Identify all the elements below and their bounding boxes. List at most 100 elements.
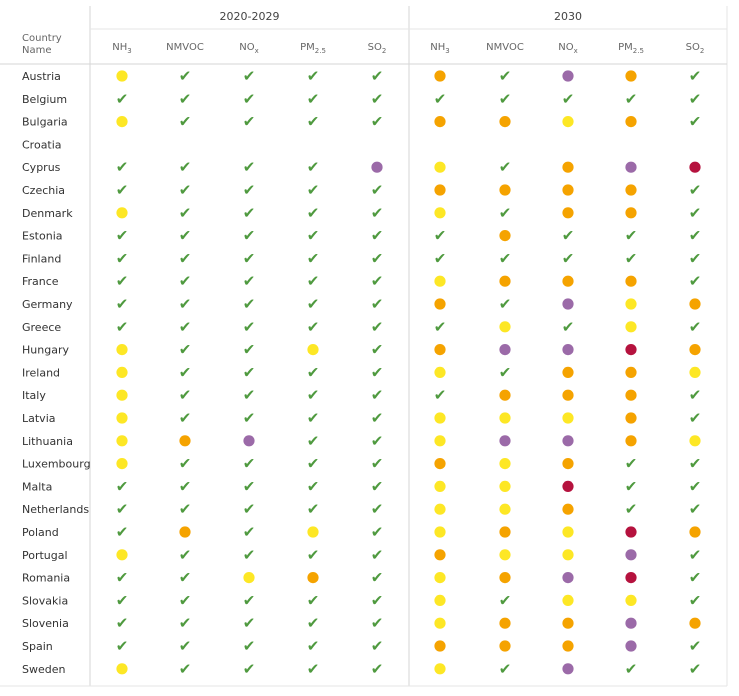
cell-france-nh3-2030-yellow-dot — [434, 275, 446, 287]
cell-malta-nh3-2020-2029-check-icon: ✔ — [116, 477, 129, 495]
cell-lithuania-nox-2030-purple-dot — [562, 435, 574, 447]
cell-luxembourg-pm2-5-2020-2029-check-icon: ✔ — [307, 455, 320, 473]
cell-ireland-nh3-2020-2029-yellow-dot — [116, 366, 128, 378]
cell-france-nh3-2020-2029-check-icon: ✔ — [116, 272, 129, 290]
cell-finland-nmvoc-2020-2029-check-icon: ✔ — [179, 249, 192, 267]
row-label-luxembourg: Luxembourg — [22, 458, 91, 471]
column-header-nox-2030: NOx — [558, 42, 578, 55]
cell-netherlands-pm2-5-2030-check-icon: ✔ — [625, 500, 638, 518]
cell-bulgaria-pm2-5-2020-2029-check-icon: ✔ — [307, 113, 320, 131]
cell-cyprus-so2-2030-crimson-dot — [689, 161, 701, 173]
cell-cyprus-nmvoc-2030-check-icon: ✔ — [499, 158, 512, 176]
cell-ireland-nmvoc-2020-2029-check-icon: ✔ — [179, 363, 192, 381]
cell-germany-nmvoc-2020-2029-check-icon: ✔ — [179, 295, 192, 313]
cell-hungary-nmvoc-2030-purple-dot — [499, 344, 511, 356]
cell-cyprus-nh3-2030-yellow-dot — [434, 161, 446, 173]
cell-bulgaria-nh3-2020-2029-yellow-dot — [116, 116, 128, 128]
cell-latvia-nox-2020-2029-check-icon: ✔ — [243, 409, 256, 427]
cell-czechia-nmvoc-2020-2029-check-icon: ✔ — [179, 181, 192, 199]
cell-hungary-so2-2030-orange-dot — [689, 344, 701, 356]
cell-lithuania-nh3-2020-2029-yellow-dot — [116, 435, 128, 447]
cell-spain-nox-2020-2029-check-icon: ✔ — [243, 637, 256, 655]
group-header-2020-2029: 2020-2029 — [220, 10, 280, 23]
cell-estonia-nmvoc-2030-orange-dot — [499, 230, 511, 242]
cell-bulgaria-so2-2030-check-icon: ✔ — [689, 113, 702, 131]
cell-hungary-nox-2030-purple-dot — [562, 344, 574, 356]
cell-sweden-nh3-2030-yellow-dot — [434, 663, 446, 675]
cell-italy-nmvoc-2020-2029-check-icon: ✔ — [179, 386, 192, 404]
cell-lithuania-pm2-5-2030-orange-dot — [625, 435, 637, 447]
cell-romania-pm2-5-2030-crimson-dot — [625, 572, 637, 584]
cell-italy-pm2-5-2030-orange-dot — [625, 389, 637, 401]
cell-germany-so2-2030-orange-dot — [689, 298, 701, 310]
row-label-czechia: Czechia — [22, 184, 65, 197]
cell-denmark-nox-2020-2029-check-icon: ✔ — [243, 204, 256, 222]
cell-bulgaria-nmvoc-2020-2029-check-icon: ✔ — [179, 113, 192, 131]
cell-germany-so2-2020-2029-check-icon: ✔ — [371, 295, 384, 313]
cell-poland-so2-2030-orange-dot — [689, 526, 701, 538]
cell-greece-nox-2020-2029-check-icon: ✔ — [243, 318, 256, 336]
cell-belgium-pm2-5-2020-2029-check-icon: ✔ — [307, 90, 320, 108]
corner-label-line: Country — [22, 33, 62, 44]
cell-cyprus-nox-2030-orange-dot — [562, 161, 574, 173]
cell-sweden-nmvoc-2030-check-icon: ✔ — [499, 660, 512, 678]
cell-portugal-nox-2020-2029-check-icon: ✔ — [243, 546, 256, 564]
cell-greece-so2-2030-check-icon: ✔ — [689, 318, 702, 336]
cell-greece-nmvoc-2030-yellow-dot — [499, 321, 511, 333]
cell-latvia-nh3-2020-2029-yellow-dot — [116, 412, 128, 424]
cell-france-pm2-5-2020-2029-check-icon: ✔ — [307, 272, 320, 290]
cell-estonia-pm2-5-2020-2029-check-icon: ✔ — [307, 227, 320, 245]
cell-slovenia-nox-2020-2029-check-icon: ✔ — [243, 614, 256, 632]
cell-luxembourg-nmvoc-2020-2029-check-icon: ✔ — [179, 455, 192, 473]
cell-belgium-nmvoc-2030-check-icon: ✔ — [499, 90, 512, 108]
cell-italy-pm2-5-2020-2029-check-icon: ✔ — [307, 386, 320, 404]
cell-romania-nmvoc-2030-orange-dot — [499, 572, 511, 584]
cell-romania-so2-2030-check-icon: ✔ — [689, 569, 702, 587]
cell-malta-so2-2020-2029-check-icon: ✔ — [371, 477, 384, 495]
cell-luxembourg-nox-2030-orange-dot — [562, 458, 574, 470]
row-label-portugal: Portugal — [22, 549, 68, 562]
cell-portugal-pm2-5-2020-2029-check-icon: ✔ — [307, 546, 320, 564]
cell-slovakia-pm2-5-2020-2029-check-icon: ✔ — [307, 591, 320, 609]
cell-slovenia-nh3-2020-2029-check-icon: ✔ — [116, 614, 129, 632]
cell-greece-nh3-2030-check-icon: ✔ — [434, 318, 447, 336]
cell-malta-nox-2030-crimson-dot — [562, 480, 574, 492]
cell-latvia-nh3-2030-yellow-dot — [434, 412, 446, 424]
cell-estonia-nh3-2030-check-icon: ✔ — [434, 227, 447, 245]
cell-hungary-pm2-5-2020-2029-yellow-dot — [307, 344, 319, 356]
cell-denmark-pm2-5-2020-2029-check-icon: ✔ — [307, 204, 320, 222]
cell-germany-nh3-2030-orange-dot — [434, 298, 446, 310]
cell-slovenia-pm2-5-2030-purple-dot — [625, 617, 637, 629]
column-header-nmvoc-2030: NMVOC — [486, 42, 524, 53]
cell-greece-pm2-5-2020-2029-check-icon: ✔ — [307, 318, 320, 336]
cell-poland-pm2-5-2030-crimson-dot — [625, 526, 637, 538]
cell-spain-nh3-2030-orange-dot — [434, 640, 446, 652]
cell-spain-nh3-2020-2029-check-icon: ✔ — [116, 637, 129, 655]
cell-belgium-nox-2030-check-icon: ✔ — [562, 90, 575, 108]
row-label-austria: Austria — [22, 70, 61, 83]
cell-finland-nh3-2030-check-icon: ✔ — [434, 249, 447, 267]
cell-denmark-nox-2030-orange-dot — [562, 207, 574, 219]
row-label-france: France — [22, 275, 59, 288]
cell-portugal-nox-2030-yellow-dot — [562, 549, 574, 561]
cell-romania-nox-2030-purple-dot — [562, 572, 574, 584]
cell-slovenia-so2-2020-2029-check-icon: ✔ — [371, 614, 384, 632]
cell-portugal-nh3-2030-orange-dot — [434, 549, 446, 561]
cell-austria-pm2-5-2030-orange-dot — [625, 70, 637, 82]
cell-malta-nh3-2030-yellow-dot — [434, 480, 446, 492]
row-label-hungary: Hungary — [22, 344, 69, 357]
cell-ireland-nmvoc-2030-check-icon: ✔ — [499, 363, 512, 381]
cell-hungary-nh3-2020-2029-yellow-dot — [116, 344, 128, 356]
cell-slovenia-nmvoc-2030-orange-dot — [499, 617, 511, 629]
cell-finland-nox-2020-2029-check-icon: ✔ — [243, 249, 256, 267]
cell-germany-nh3-2020-2029-check-icon: ✔ — [116, 295, 129, 313]
cell-slovakia-nmvoc-2020-2029-check-icon: ✔ — [179, 591, 192, 609]
cell-portugal-nmvoc-2020-2029-check-icon: ✔ — [179, 546, 192, 564]
cell-germany-pm2-5-2030-yellow-dot — [625, 298, 637, 310]
cell-estonia-nox-2030-check-icon: ✔ — [562, 227, 575, 245]
cell-czechia-nox-2020-2029-check-icon: ✔ — [243, 181, 256, 199]
cell-france-nox-2020-2029-check-icon: ✔ — [243, 272, 256, 290]
cell-czechia-pm2-5-2020-2029-check-icon: ✔ — [307, 181, 320, 199]
cell-cyprus-so2-2020-2029-purple-dot — [371, 161, 383, 173]
